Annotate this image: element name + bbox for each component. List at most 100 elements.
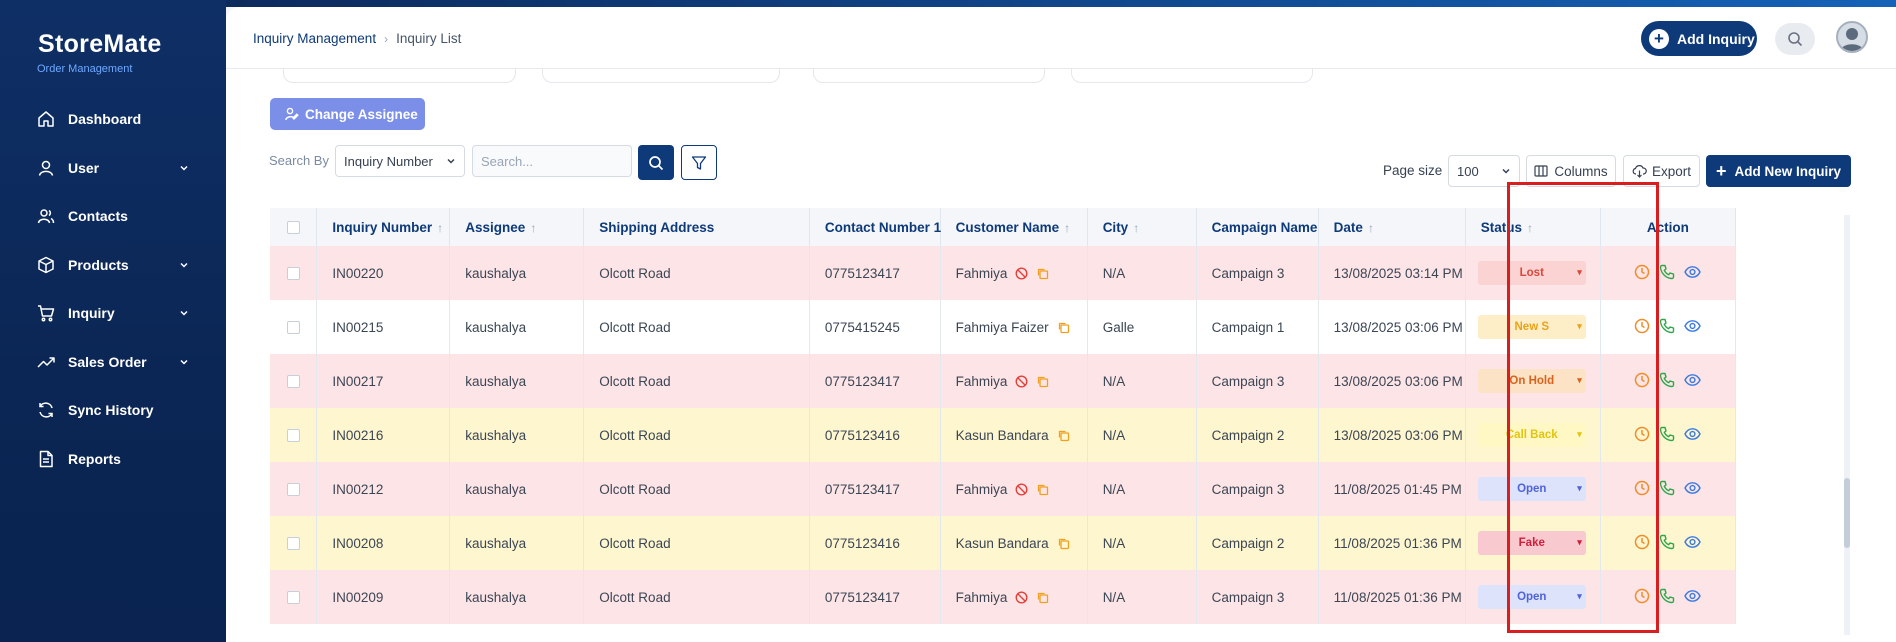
- eye-icon[interactable]: [1684, 318, 1702, 334]
- column-header-label: Shipping Address: [599, 219, 715, 235]
- columns-button[interactable]: Columns: [1526, 155, 1616, 187]
- select-all-checkbox[interactable]: [286, 221, 300, 235]
- shipping-address-cell: Olcott Road: [583, 246, 810, 300]
- sort-arrow-icon[interactable]: ↑: [437, 220, 444, 235]
- sort-arrow-icon[interactable]: ↑: [1527, 220, 1534, 235]
- row-checkbox[interactable]: [286, 321, 300, 335]
- chevron-down-icon: ▾: [1577, 591, 1582, 601]
- date-cell: 13/08/2025 03:14 PM: [1318, 246, 1466, 300]
- eye-icon[interactable]: [1684, 534, 1702, 550]
- global-search-button[interactable]: [1775, 23, 1815, 55]
- phone-icon[interactable]: [1659, 588, 1675, 604]
- column-header-inquiry-number[interactable]: Inquiry Number ↑: [316, 208, 451, 246]
- table-row[interactable]: IN00208 kaushalya Olcott Road 0775123416 Kas…: [270, 516, 1850, 570]
- filter-button[interactable]: [681, 145, 717, 180]
- add-new-inquiry-button[interactable]: + Add New Inquiry: [1706, 155, 1851, 187]
- phone-icon[interactable]: [1659, 534, 1675, 550]
- copy-icon[interactable]: [1057, 537, 1070, 550]
- status-badge[interactable]: Open ▾: [1477, 585, 1586, 609]
- city-cell: N/A: [1087, 408, 1197, 462]
- column-header-assignee[interactable]: Assignee ↑: [449, 208, 585, 246]
- column-header-label: Customer Name: [955, 219, 1060, 235]
- status-badge[interactable]: New S ▾: [1477, 315, 1586, 339]
- chevron-down-icon[interactable]: [178, 162, 190, 174]
- clock-icon[interactable]: [1634, 372, 1650, 388]
- chevron-down-icon: ▾: [1577, 267, 1582, 277]
- sort-arrow-icon[interactable]: ↑: [530, 220, 537, 235]
- brand-logo[interactable]: StoreMate: [38, 30, 162, 58]
- row-checkbox[interactable]: [286, 537, 300, 551]
- table-row[interactable]: IN00209 kaushalya Olcott Road 0775123417 Fah…: [270, 570, 1850, 624]
- search-by-select[interactable]: Inquiry Number: [335, 145, 465, 177]
- chevron-down-icon[interactable]: [178, 307, 190, 319]
- add-inquiry-button[interactable]: + Add Inquiry: [1641, 21, 1757, 56]
- column-header-status[interactable]: Status ↑: [1465, 208, 1601, 246]
- copy-icon[interactable]: [1057, 429, 1070, 442]
- eye-icon[interactable]: [1684, 264, 1702, 280]
- scrollbar-thumb[interactable]: [1844, 478, 1850, 548]
- copy-icon[interactable]: [1036, 483, 1049, 496]
- sidebar-item-reports[interactable]: Reports: [0, 435, 226, 484]
- sidebar-item-products[interactable]: Products: [0, 241, 226, 290]
- breadcrumb-root-link[interactable]: Inquiry Management: [253, 31, 377, 46]
- clock-icon[interactable]: [1634, 264, 1650, 280]
- blocked-icon: [1015, 267, 1028, 280]
- copy-icon[interactable]: [1036, 591, 1049, 604]
- avatar[interactable]: [1836, 21, 1868, 53]
- eye-icon[interactable]: [1684, 588, 1702, 604]
- clock-icon[interactable]: [1634, 534, 1650, 550]
- copy-icon[interactable]: [1036, 267, 1049, 280]
- chevron-down-icon[interactable]: [178, 259, 190, 271]
- copy-icon[interactable]: [1057, 321, 1070, 334]
- sort-arrow-icon[interactable]: ↑: [1367, 220, 1374, 235]
- eye-icon[interactable]: [1684, 426, 1702, 442]
- search-button[interactable]: [638, 145, 674, 180]
- phone-icon[interactable]: [1659, 318, 1675, 334]
- export-button[interactable]: Export: [1623, 155, 1700, 187]
- row-checkbox[interactable]: [286, 267, 300, 281]
- contact-number-cell: 0775123417: [809, 462, 941, 516]
- sidebar-item-contacts[interactable]: Contacts: [0, 192, 226, 241]
- status-badge[interactable]: Open ▾: [1477, 477, 1586, 501]
- copy-icon[interactable]: [1036, 375, 1049, 388]
- row-checkbox[interactable]: [286, 483, 300, 497]
- table-row[interactable]: IN00220 kaushalya Olcott Road 0775123417 Fah…: [270, 246, 1850, 300]
- page-size-select[interactable]: 100: [1448, 155, 1520, 187]
- sort-arrow-icon[interactable]: ↑: [1064, 220, 1071, 235]
- eye-icon[interactable]: [1684, 372, 1702, 388]
- sidebar-item-inquiry[interactable]: Inquiry: [0, 289, 226, 338]
- column-header-customer-name[interactable]: Customer Name ↑: [940, 208, 1088, 246]
- table-row[interactable]: IN00217 kaushalya Olcott Road 0775123417 Fah…: [270, 354, 1850, 408]
- sort-arrow-icon[interactable]: ↑: [1133, 220, 1140, 235]
- phone-icon[interactable]: [1659, 372, 1675, 388]
- search-input[interactable]: [472, 145, 632, 177]
- status-badge[interactable]: Fake ▾: [1477, 531, 1586, 555]
- row-checkbox[interactable]: [286, 375, 300, 389]
- sidebar-item-user[interactable]: User: [0, 144, 226, 193]
- sidebar-item-sync-history[interactable]: Sync History: [0, 386, 226, 435]
- row-checkbox[interactable]: [286, 429, 300, 443]
- status-badge[interactable]: Call Back ▾: [1477, 423, 1586, 447]
- chevron-down-icon[interactable]: [178, 356, 190, 368]
- column-header-city[interactable]: City ↑: [1087, 208, 1197, 246]
- clock-icon[interactable]: [1634, 588, 1650, 604]
- clock-icon[interactable]: [1634, 426, 1650, 442]
- status-badge[interactable]: On Hold ▾: [1477, 369, 1586, 393]
- eye-icon[interactable]: [1684, 480, 1702, 496]
- clock-icon[interactable]: [1634, 318, 1650, 334]
- table-row[interactable]: IN00212 kaushalya Olcott Road 0775123417 Fah…: [270, 462, 1850, 516]
- filter-icon: [691, 155, 707, 170]
- table-row[interactable]: IN00216 kaushalya Olcott Road 0775123416 Kas…: [270, 408, 1850, 462]
- column-header-date[interactable]: Date ↑: [1318, 208, 1466, 246]
- table-scrollbar[interactable]: [1844, 215, 1850, 635]
- sidebar-item-dashboard[interactable]: Dashboard: [0, 95, 226, 144]
- phone-icon[interactable]: [1659, 480, 1675, 496]
- phone-icon[interactable]: [1659, 426, 1675, 442]
- table-row[interactable]: IN00215 kaushalya Olcott Road 0775415245 Fah…: [270, 300, 1850, 354]
- row-checkbox[interactable]: [286, 591, 300, 605]
- status-badge[interactable]: Lost ▾: [1477, 261, 1586, 285]
- sidebar-item-sales-order[interactable]: Sales Order: [0, 338, 226, 387]
- clock-icon[interactable]: [1634, 480, 1650, 496]
- change-assignee-button[interactable]: Change Assignee: [270, 98, 425, 130]
- phone-icon[interactable]: [1659, 264, 1675, 280]
